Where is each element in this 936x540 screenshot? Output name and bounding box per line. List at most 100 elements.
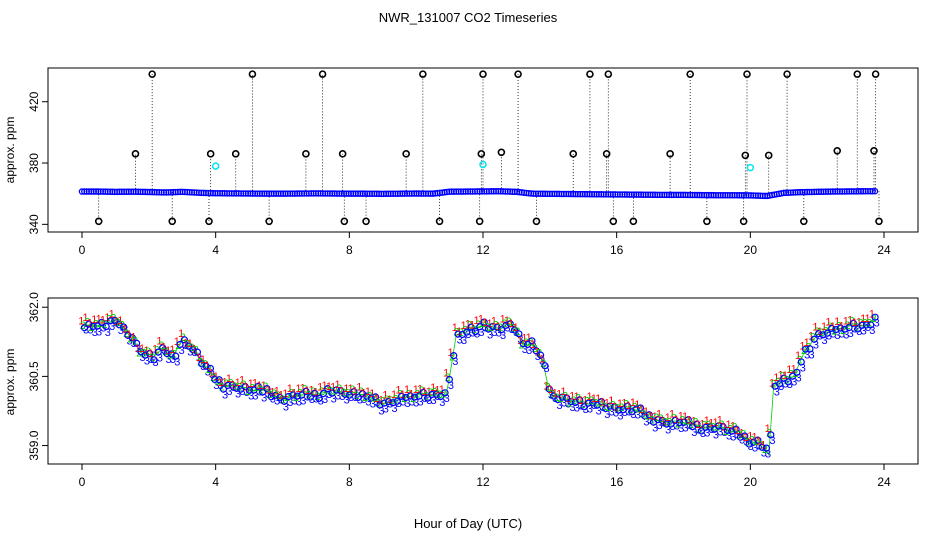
series-3-point: 3	[318, 395, 324, 407]
series-o-point	[306, 393, 314, 401]
series-1-point: 1	[100, 315, 106, 327]
series-2-point: 2	[119, 319, 125, 331]
series-1-point: 1	[326, 381, 332, 393]
series-1-point: 1	[256, 380, 262, 392]
series-o-point	[615, 406, 623, 414]
spike-point	[569, 150, 578, 158]
series-2-point: 2	[705, 419, 711, 431]
series-1-point: 1	[343, 383, 349, 395]
series-3-point: 3	[808, 349, 814, 361]
series-2-point: 2	[280, 394, 286, 406]
series-2-point: 2	[319, 386, 325, 398]
spike-point	[131, 150, 140, 158]
series-2-point: 2	[823, 326, 829, 338]
series-1-point: 1	[869, 308, 875, 320]
series-1-point: 1	[747, 430, 753, 442]
series-o-point	[632, 405, 640, 413]
series-o-point	[532, 347, 540, 355]
series-3-point: 3	[452, 356, 458, 368]
series-o-point	[280, 397, 288, 405]
series-3-point: 3	[635, 410, 641, 422]
series-2-point: 2	[410, 393, 416, 405]
series-o-point	[302, 387, 310, 395]
series-o-point	[241, 383, 249, 391]
spike-point	[497, 148, 506, 157]
series-1-point: 1	[660, 415, 666, 427]
series-2-point: 2	[501, 318, 507, 330]
bottom-x-tick-label: 8	[346, 475, 353, 489]
series-1-point: 1	[291, 387, 297, 399]
series-1-point: 1	[608, 395, 614, 407]
series-3-point: 3	[426, 395, 432, 407]
series-3-point: 3	[122, 324, 128, 336]
series-o-point	[815, 329, 823, 338]
series-1-point: 1	[478, 313, 484, 325]
series-2-point: 2	[93, 318, 99, 330]
series-1-point: 1	[178, 328, 184, 340]
series-o-point	[332, 386, 341, 394]
series-3-point: 3	[196, 352, 202, 364]
series-o-point	[550, 392, 558, 400]
series-1-point: 1	[534, 346, 540, 358]
series-3-point: 3	[669, 421, 675, 433]
series-2-point: 2	[506, 316, 512, 328]
series-3-point: 3	[583, 404, 589, 416]
series-1-point: 1	[652, 411, 658, 423]
spike-point	[318, 70, 327, 78]
series-o-point	[584, 399, 592, 407]
series-3-point: 3	[835, 330, 841, 342]
series-1-point: 1	[417, 384, 423, 396]
top-x-tick-label: 16	[610, 243, 624, 257]
series-2-point: 2	[201, 359, 207, 371]
spike-point	[833, 146, 842, 155]
series-o-point	[393, 397, 401, 405]
series-2-point: 2	[497, 322, 503, 334]
series-2-point: 2	[658, 413, 664, 425]
series-2-point: 2	[527, 337, 533, 349]
series-1-point: 1	[708, 417, 714, 429]
series-2-point: 2	[462, 325, 468, 337]
top-x-tick-label: 24	[877, 243, 891, 257]
series-1-point: 1	[213, 371, 219, 383]
series-o-point	[476, 323, 484, 331]
series-o-point	[623, 402, 632, 410]
series-3-point: 3	[396, 398, 402, 410]
series-2-point: 2	[367, 391, 373, 403]
series-2-point: 2	[267, 389, 273, 401]
series-3-point: 3	[826, 330, 832, 342]
series-3-point: 3	[144, 355, 150, 367]
bottom-x-tick-label: 16	[610, 475, 624, 489]
series-3-point: 3	[678, 423, 684, 435]
series-1-point: 1	[430, 382, 436, 394]
series-2-point: 2	[349, 384, 355, 396]
series-2-point: 2	[679, 415, 685, 427]
series-2-point: 2	[632, 402, 638, 414]
series-1-point: 1	[847, 315, 853, 327]
spike-point	[741, 151, 750, 160]
series-3-point: 3	[409, 396, 415, 408]
series-3-point: 3	[322, 394, 328, 406]
series-2-point: 2	[684, 415, 690, 427]
series-2-point: 2	[649, 415, 655, 427]
series-3-point: 3	[596, 406, 602, 418]
series-3-point: 3	[704, 428, 710, 440]
series-3-point: 3	[218, 380, 224, 392]
series-2-point: 2	[453, 326, 459, 338]
series-o-point	[810, 335, 818, 343]
series-3-point: 3	[822, 335, 828, 347]
series-o-point	[380, 399, 388, 407]
series-1-point: 1	[365, 386, 371, 398]
series-2-point: 2	[671, 413, 677, 425]
bottom-x-tick-label: 20	[744, 475, 758, 489]
series-2-point: 2	[128, 333, 134, 345]
series-3-point: 3	[665, 424, 671, 436]
series-1-point: 1	[487, 318, 493, 330]
series-3-point: 3	[487, 329, 493, 341]
series-1-point: 1	[378, 394, 384, 406]
bottom-x-tick-label: 4	[212, 475, 219, 489]
series-1-point: 1	[387, 394, 393, 406]
series-1-point: 1	[369, 388, 375, 400]
series-3-point: 3	[800, 362, 806, 374]
series-o-point	[597, 398, 606, 406]
series-3-point: 3	[413, 397, 419, 409]
